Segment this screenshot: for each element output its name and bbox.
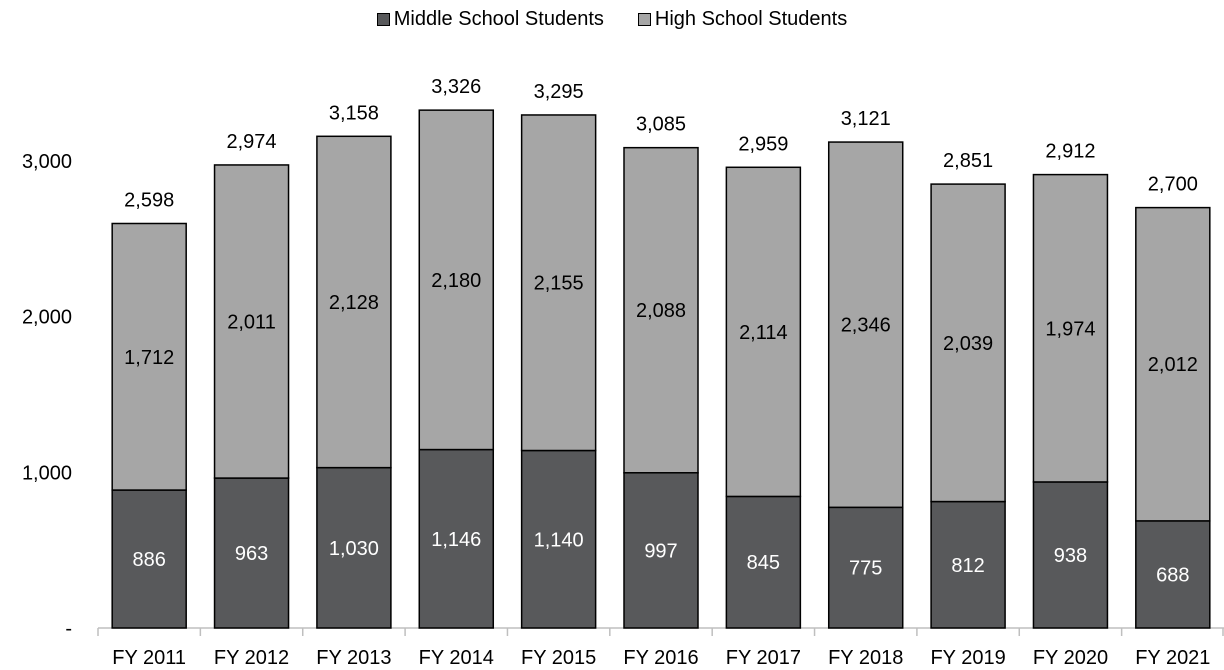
x-tick-label: FY 2018 [828, 647, 903, 669]
x-tick-label: FY 2019 [930, 647, 1005, 669]
data-label-total: 3,295 [534, 81, 584, 103]
data-label-total: 3,326 [431, 76, 481, 98]
data-label-middle-school: 812 [951, 555, 984, 577]
data-label-high-school: 1,974 [1045, 318, 1095, 340]
x-tick-label: FY 2012 [214, 647, 289, 669]
x-tick-label: FY 2020 [1033, 647, 1108, 669]
legend-label-high-school: High School Students [654, 8, 848, 30]
bar-middle-school [418, 448, 495, 629]
data-label-total: 2,974 [227, 131, 277, 153]
bar-middle-school [930, 500, 1006, 629]
data-label-high-school: 2,180 [431, 270, 481, 292]
data-label-middle-school: 1,140 [534, 529, 584, 551]
bar-high-school [520, 114, 597, 452]
data-label-middle-school: 688 [1156, 564, 1189, 586]
data-label-total: 2,912 [1045, 141, 1095, 163]
legend-item-high-school: High School Students [637, 8, 848, 31]
legend-label-middle-school: Middle School Students [393, 8, 604, 30]
legend-swatch-middle-school [376, 13, 390, 26]
data-label-high-school: 2,011 [227, 312, 276, 334]
data-label-high-school: 2,088 [636, 300, 686, 322]
data-label-total: 3,085 [636, 114, 686, 136]
data-label-high-school: 2,155 [534, 273, 584, 295]
x-tick-label: FY 2015 [521, 647, 596, 669]
bar-high-school [418, 109, 495, 451]
data-label-high-school: 2,346 [841, 315, 891, 337]
data-label-total: 2,700 [1148, 174, 1198, 196]
data-label-middle-school: 775 [849, 558, 882, 580]
legend-swatch-high-school [637, 13, 651, 26]
bar-high-school [316, 135, 392, 469]
bar-middle-school [520, 449, 597, 629]
legend-item-middle-school: Middle School Students [376, 8, 604, 31]
bar-middle-school [213, 477, 290, 629]
bar-high-school [623, 146, 699, 474]
x-tick-label: FY 2016 [623, 647, 698, 669]
data-label-total: 3,158 [329, 102, 379, 124]
data-label-total: 2,851 [943, 150, 993, 172]
data-label-middle-school: 938 [1054, 545, 1087, 567]
bar-high-school [725, 166, 802, 498]
data-label-middle-school: 1,146 [431, 529, 481, 551]
data-label-middle-school: 963 [235, 543, 268, 565]
data-label-middle-school: 1,030 [329, 538, 379, 560]
data-label-middle-school: 997 [644, 540, 677, 562]
x-tick-label: FY 2014 [419, 647, 494, 669]
bar-middle-school [111, 489, 187, 629]
data-label-high-school: 2,114 [739, 322, 788, 344]
data-label-high-school: 2,128 [329, 292, 379, 314]
y-tick-label: - [65, 618, 72, 640]
chart-legend: Middle School Students High School Stude… [0, 8, 1224, 31]
data-label-middle-school: 886 [132, 549, 165, 571]
data-label-high-school: 2,039 [943, 333, 993, 355]
bar-high-school [930, 183, 1006, 503]
bar-high-school [827, 141, 904, 509]
bar-middle-school [623, 472, 699, 629]
bar-middle-school [1135, 520, 1211, 629]
bar-middle-school [827, 506, 904, 629]
bar-middle-school [725, 495, 802, 629]
bar-high-school [1135, 206, 1211, 522]
bar-high-school [1032, 173, 1109, 483]
bar-high-school [111, 222, 187, 491]
x-tick-label: FY 2011 [112, 647, 186, 669]
x-tick-label: FY 2013 [316, 647, 391, 669]
bar-middle-school [1032, 481, 1109, 629]
y-tick-label: 3,000 [22, 151, 72, 173]
data-label-high-school: 1,712 [124, 347, 174, 369]
data-label-middle-school: 845 [747, 552, 780, 574]
data-label-high-school: 2,012 [1148, 354, 1198, 376]
y-tick-label: 2,000 [22, 307, 72, 329]
y-tick-label: 1,000 [22, 462, 72, 484]
data-label-total: 3,121 [841, 108, 891, 130]
data-label-total: 2,959 [738, 133, 788, 155]
x-tick-label: FY 2021 [1135, 647, 1210, 669]
x-tick-label: FY 2017 [726, 647, 801, 669]
bar-high-school [213, 164, 290, 479]
bar-middle-school [316, 466, 392, 629]
data-label-total: 2,598 [124, 189, 174, 211]
